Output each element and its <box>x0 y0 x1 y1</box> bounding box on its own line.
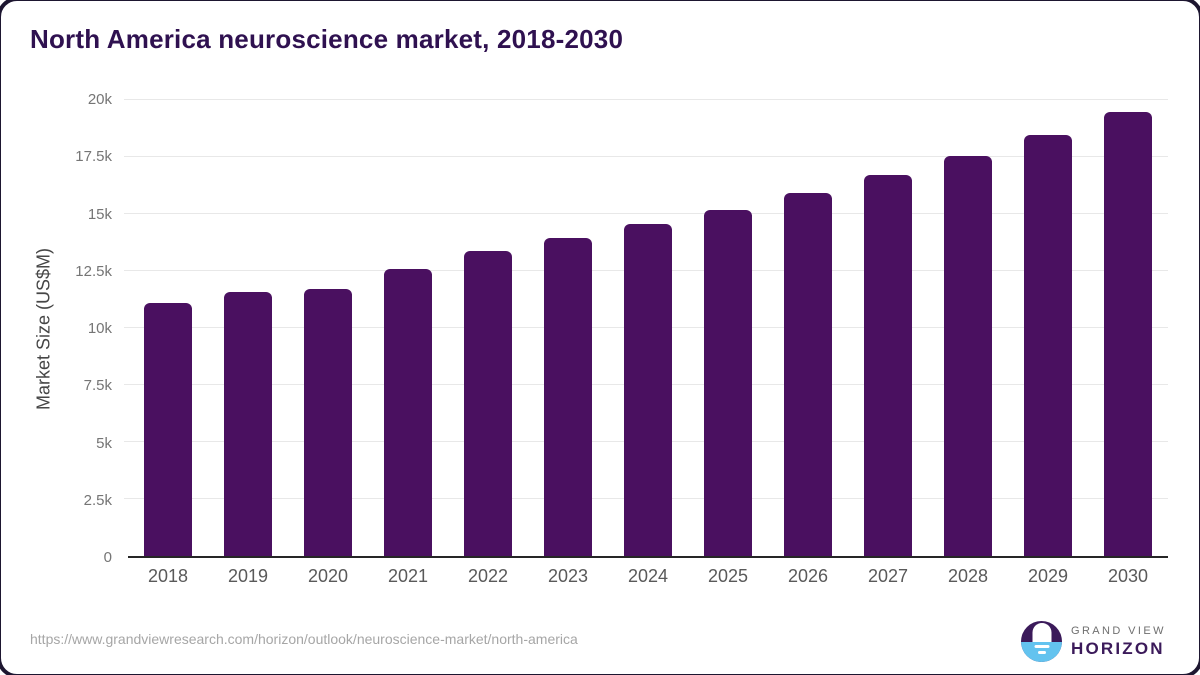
x-tick-label: 2020 <box>307 566 349 586</box>
x-tick-label: 2019 <box>227 566 269 586</box>
bar-band <box>608 100 688 556</box>
x-tick-label: 2028 <box>947 566 989 586</box>
bar-band <box>448 100 528 556</box>
gridline <box>124 156 1168 157</box>
bar-2030 <box>1104 111 1152 556</box>
bar-2024 <box>624 224 672 556</box>
logo-grand-view-text: GRAND VIEW <box>1071 624 1166 637</box>
bar-band <box>768 100 848 556</box>
gridline <box>124 99 1168 100</box>
chart-title: North America neuroscience market, 2018-… <box>30 24 624 54</box>
x-tick-label: 2021 <box>387 566 429 586</box>
bar-band <box>368 100 448 556</box>
logo-sun-shape <box>1032 622 1051 642</box>
x-tick-label: 2029 <box>1027 566 1069 586</box>
logo-horizon-shape <box>1021 641 1062 662</box>
y-axis-tick-labels: 0 2.5k 5k 7.5k 10k 12.5k 15k 17.5k 20k <box>0 92 112 566</box>
bar-2020 <box>304 288 352 556</box>
x-tick-label: 2025 <box>707 566 749 586</box>
logo-horizon-text: HORIZON <box>1071 638 1165 658</box>
bar-2029 <box>1024 135 1072 556</box>
y-tick-label: 15k <box>87 205 112 223</box>
bar-band <box>928 100 1008 556</box>
bar-band <box>208 100 288 556</box>
brand-logo: GRAND VIEW HORIZON <box>1021 621 1166 662</box>
source-url: https://www.grandviewresearch.com/horizo… <box>30 631 578 647</box>
x-tick-label: 2030 <box>1107 566 1149 586</box>
y-tick-label: 12.5k <box>75 262 112 280</box>
x-axis-tick-labels: 2018 2019 2020 2021 2022 2023 2024 2025 2026 2027… <box>128 566 1168 587</box>
bar-2025 <box>704 210 752 556</box>
bar-2018 <box>144 302 192 556</box>
plot-area <box>124 99 1168 558</box>
x-tick-label: 2023 <box>547 566 589 586</box>
bar-band <box>688 100 768 556</box>
y-tick-label: 20k <box>87 91 112 108</box>
bar-2022 <box>464 251 512 556</box>
x-tick-label: 2026 <box>787 566 829 586</box>
logo-wave-line <box>1037 650 1046 654</box>
y-tick-label: 10k <box>87 320 112 337</box>
y-tick-label: 7.5k <box>83 377 112 395</box>
bar-2023 <box>544 237 592 556</box>
bar-2027 <box>864 174 912 556</box>
bar-band <box>288 100 368 556</box>
bar-2019 <box>224 292 272 556</box>
y-tick-label: 0 <box>103 549 112 566</box>
x-tick-label: 2022 <box>467 566 509 586</box>
bar-2028 <box>944 155 992 556</box>
bar-band <box>1008 100 1088 556</box>
bar-band <box>848 100 928 556</box>
y-tick-label: 5k <box>96 434 112 452</box>
x-tick-label: 2024 <box>627 566 669 586</box>
bar-band <box>128 100 208 556</box>
gridline <box>124 213 1168 214</box>
logo-wave-line <box>1034 644 1049 648</box>
bar-2021 <box>384 269 432 556</box>
x-tick-label: 2027 <box>867 566 909 586</box>
bar-band <box>528 100 608 556</box>
y-tick-label: 17.5k <box>75 148 112 166</box>
bar-2026 <box>784 192 832 556</box>
grand-view-horizon-logo-icon <box>1021 621 1062 662</box>
logo-text: GRAND VIEW HORIZON <box>1071 625 1166 659</box>
y-tick-label: 2.5k <box>83 491 112 509</box>
x-tick-label: 2018 <box>147 566 189 586</box>
bar-band <box>1088 100 1168 556</box>
